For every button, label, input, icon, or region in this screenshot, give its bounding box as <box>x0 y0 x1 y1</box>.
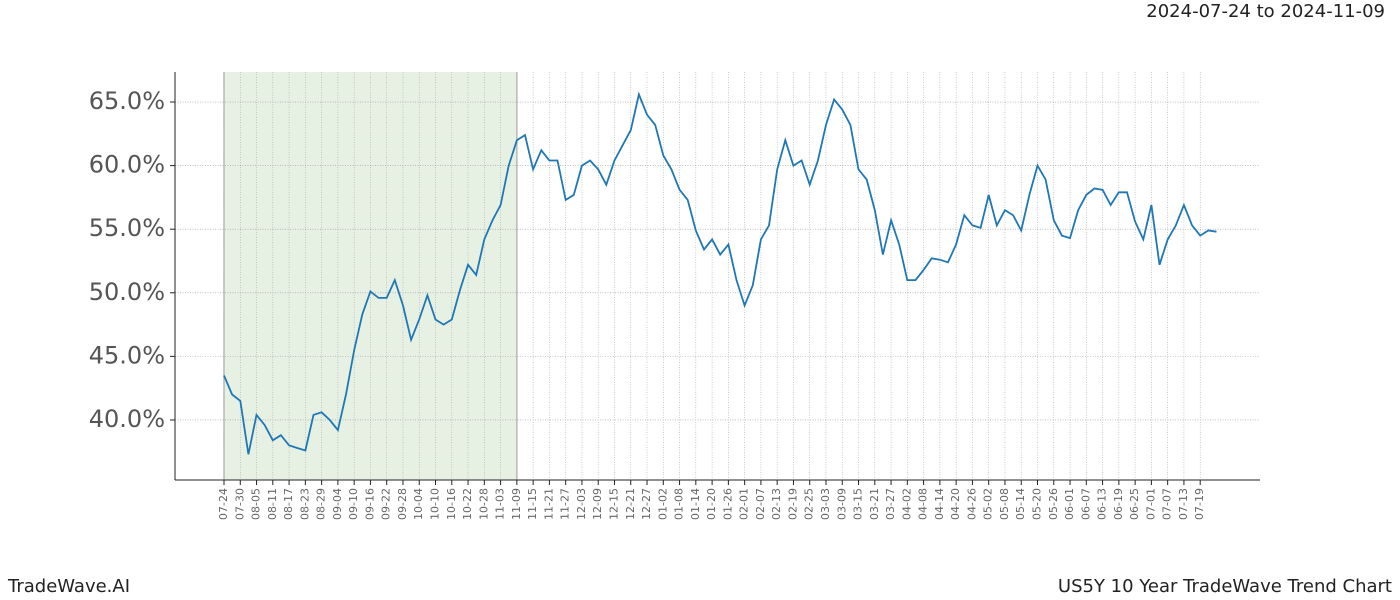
x-tick-label: 10-22 <box>461 488 474 520</box>
x-tick-label: 12-21 <box>624 488 637 520</box>
shaded-range <box>224 72 517 480</box>
x-tick-label: 04-26 <box>965 488 978 520</box>
x-tick-label: 08-17 <box>282 488 295 520</box>
x-tick-label: 03-27 <box>884 488 897 520</box>
x-tick-label: 06-19 <box>1112 488 1125 520</box>
x-tick-label: 05-20 <box>1031 488 1044 520</box>
x-tick-label: 01-20 <box>705 488 718 520</box>
x-tick-label: 05-26 <box>1047 488 1060 520</box>
x-tick-label: 03-15 <box>852 488 865 520</box>
y-tick-label: 65.0% <box>89 87 165 115</box>
x-tick-label: 02-01 <box>738 488 751 520</box>
x-tick-label: 07-13 <box>1177 488 1190 520</box>
x-tick-label: 02-19 <box>786 488 799 520</box>
x-tick-label: 11-27 <box>559 488 572 520</box>
x-tick-label: 03-09 <box>835 488 848 520</box>
x-tick-label: 01-26 <box>721 488 734 520</box>
y-tick-label: 55.0% <box>89 214 165 242</box>
x-tick-label: 05-14 <box>1014 488 1027 520</box>
x-tick-label: 08-05 <box>250 488 263 520</box>
x-tick-label: 01-08 <box>673 488 686 520</box>
x-tick-label: 11-21 <box>542 488 555 520</box>
x-tick-label: 05-08 <box>998 488 1011 520</box>
x-tick-label: 07-19 <box>1193 488 1206 520</box>
x-tick-label: 01-02 <box>656 488 669 520</box>
x-tick-label: 02-07 <box>754 488 767 520</box>
x-tick-label: 12-27 <box>640 488 653 520</box>
x-tick-label: 10-10 <box>429 488 442 520</box>
y-tick-label: 60.0% <box>89 151 165 179</box>
x-tick-label: 06-25 <box>1128 488 1141 520</box>
x-tick-label: 07-01 <box>1144 488 1157 520</box>
x-tick-label: 07-30 <box>233 488 246 520</box>
trend-line <box>223 91 1217 455</box>
x-tick-label: 11-09 <box>510 488 523 520</box>
x-tick-label: 07-24 <box>217 488 230 520</box>
x-tick-label: 12-03 <box>575 488 588 520</box>
y-tick-label: 40.0% <box>89 405 165 433</box>
x-tick-label: 08-11 <box>266 488 279 520</box>
x-tick-label: 01-14 <box>689 488 702 520</box>
x-tick-label: 11-15 <box>526 488 539 520</box>
x-tick-label: 03-03 <box>819 488 832 520</box>
x-tick-label: 04-08 <box>917 488 930 520</box>
x-tick-label: 04-02 <box>900 488 913 520</box>
x-tick-label: 08-23 <box>298 488 311 520</box>
x-tick-label: 02-13 <box>770 488 783 520</box>
x-tick-label: 06-13 <box>1096 488 1109 520</box>
x-tick-label: 04-20 <box>949 488 962 520</box>
y-tick-label: 45.0% <box>89 341 165 369</box>
y-tick-label: 50.0% <box>89 278 165 306</box>
x-tick-label: 06-07 <box>1079 488 1092 520</box>
x-tick-label: 05-02 <box>982 488 995 520</box>
x-tick-label: 09-28 <box>396 488 409 520</box>
x-tick-label: 09-04 <box>331 488 344 520</box>
x-tick-label: 03-21 <box>868 488 881 520</box>
x-tick-label: 12-09 <box>591 488 604 520</box>
x-tick-label: 09-16 <box>363 488 376 520</box>
x-tick-label: 09-22 <box>380 488 393 520</box>
footer-right: US5Y 10 Year TradeWave Trend Chart <box>1058 576 1392 597</box>
x-tick-label: 02-25 <box>803 488 816 520</box>
x-tick-label: 10-04 <box>412 488 425 520</box>
x-tick-label: 06-01 <box>1063 488 1076 520</box>
footer-left: TradeWave.AI <box>7 576 130 597</box>
x-tick-label: 08-29 <box>315 488 328 520</box>
x-tick-label: 12-15 <box>607 488 620 520</box>
x-tick-label: 07-07 <box>1161 488 1174 520</box>
x-tick-label: 09-10 <box>347 488 360 520</box>
x-tick-label: 10-28 <box>477 488 490 520</box>
x-tick-label: 10-16 <box>445 488 458 520</box>
date-range: 2024-07-24 to 2024-11-09 <box>1146 1 1385 22</box>
x-tick-label: 04-14 <box>933 488 946 520</box>
x-tick-label: 11-03 <box>494 488 507 520</box>
plot-area: 40.0% 45.0% 50.0% 55.0% 60.0% 65.0% 07-24 07-30… <box>89 72 1260 520</box>
